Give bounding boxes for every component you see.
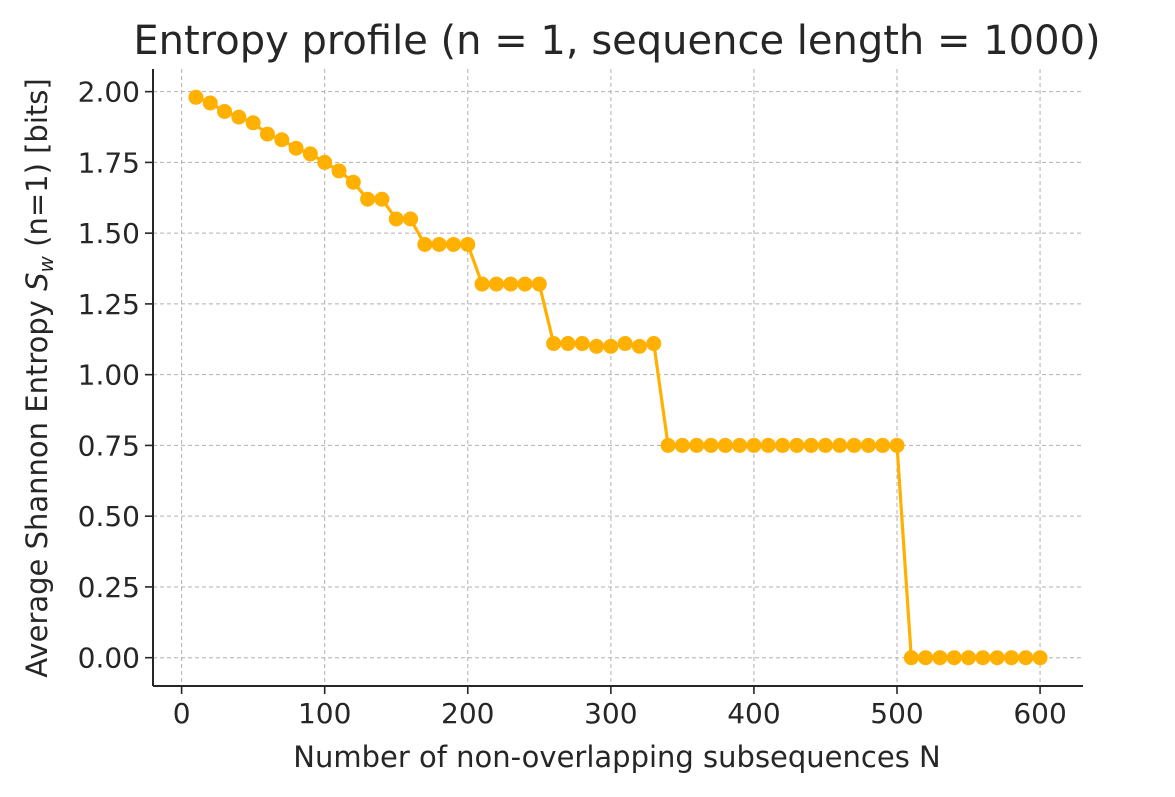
data-point xyxy=(288,140,304,156)
data-point xyxy=(889,437,905,453)
y-axis-label-suffix: (n=1) [bits] xyxy=(20,78,54,256)
y-tick-label: 1.50 xyxy=(78,217,140,250)
data-point xyxy=(589,338,605,354)
y-axis-ticks: 0.00 0.25 0.50 0.75 1.00 1.25 1.50 1.75 2.00 xyxy=(78,76,153,675)
data-point xyxy=(331,163,347,179)
data-point xyxy=(474,276,490,292)
y-axis-label-symbol: S xyxy=(20,272,54,290)
y-axis-label-prefix: Average Shannon Entropy xyxy=(20,291,54,678)
data-point xyxy=(732,437,748,453)
data-point xyxy=(803,437,819,453)
data-point xyxy=(503,276,519,292)
data-point xyxy=(631,338,647,354)
data-point xyxy=(946,650,962,666)
data-point xyxy=(417,236,433,252)
data-point xyxy=(345,174,361,190)
data-point xyxy=(975,650,991,666)
x-tick-label: 0 xyxy=(173,697,191,730)
data-point xyxy=(817,437,833,453)
x-tick-label: 100 xyxy=(298,697,351,730)
data-point xyxy=(918,650,934,666)
data-point xyxy=(388,211,404,227)
data-point xyxy=(603,338,619,354)
data-point xyxy=(302,146,318,162)
data-point xyxy=(431,236,447,252)
data-point xyxy=(488,276,504,292)
data-point xyxy=(760,437,776,453)
data-point xyxy=(717,437,733,453)
y-tick-label: 1.25 xyxy=(78,288,140,321)
data-point xyxy=(403,211,419,227)
data-point xyxy=(188,89,204,105)
x-axis-label: Number of non-overlapping subsequences N xyxy=(293,740,940,774)
data-point xyxy=(574,336,590,352)
series-line xyxy=(195,95,1041,660)
data-point xyxy=(617,336,633,352)
data-point xyxy=(703,437,719,453)
y-tick-label: 1.75 xyxy=(78,146,140,179)
data-point xyxy=(1018,650,1034,666)
data-point xyxy=(789,437,805,453)
data-point xyxy=(875,437,891,453)
data-point xyxy=(1032,650,1048,666)
data-point xyxy=(259,126,275,142)
x-tick-label: 600 xyxy=(1013,697,1066,730)
y-tick-label: 0.50 xyxy=(78,500,140,533)
data-point xyxy=(245,115,261,131)
y-tick-label: 0.75 xyxy=(78,429,140,462)
axes xyxy=(152,69,1083,687)
y-tick-label: 0.00 xyxy=(78,642,140,675)
data-point xyxy=(217,103,233,119)
data-point xyxy=(445,236,461,252)
grid-lines xyxy=(153,69,1083,686)
data-point xyxy=(903,650,919,666)
y-tick-label: 2.00 xyxy=(78,76,140,109)
data-point xyxy=(746,437,762,453)
data-point xyxy=(274,132,290,148)
data-point xyxy=(202,95,218,111)
data-point xyxy=(517,276,533,292)
x-axis-ticks: 0 100 200 300 400 500 600 xyxy=(173,686,1067,730)
x-tick-label: 300 xyxy=(584,697,637,730)
data-point xyxy=(460,236,476,252)
y-tick-label: 0.25 xyxy=(78,571,140,604)
x-tick-label: 200 xyxy=(441,697,494,730)
data-point xyxy=(674,437,690,453)
data-point xyxy=(560,336,576,352)
series-entropy xyxy=(188,89,1048,666)
data-point xyxy=(360,191,376,207)
data-point xyxy=(646,336,662,352)
data-point xyxy=(231,109,247,125)
data-point xyxy=(989,650,1005,666)
data-point xyxy=(689,437,705,453)
chart-title: Entropy profile (n = 1, sequence length … xyxy=(133,18,1100,64)
data-point xyxy=(932,650,948,666)
y-tick-label: 1.00 xyxy=(78,359,140,392)
data-point xyxy=(374,191,390,207)
data-point xyxy=(660,437,676,453)
data-point xyxy=(860,437,876,453)
data-point xyxy=(961,650,977,666)
data-point xyxy=(775,437,791,453)
data-point xyxy=(846,437,862,453)
data-point xyxy=(546,336,562,352)
data-point xyxy=(832,437,848,453)
data-point xyxy=(1003,650,1019,666)
x-tick-label: 400 xyxy=(727,697,780,730)
data-point xyxy=(531,276,547,292)
y-axis-label: Average Shannon Entropy Sw (n=1) [bits] xyxy=(20,78,58,677)
data-point xyxy=(317,154,333,170)
x-tick-label: 500 xyxy=(870,697,923,730)
y-axis-label-subscript: w xyxy=(34,255,58,272)
